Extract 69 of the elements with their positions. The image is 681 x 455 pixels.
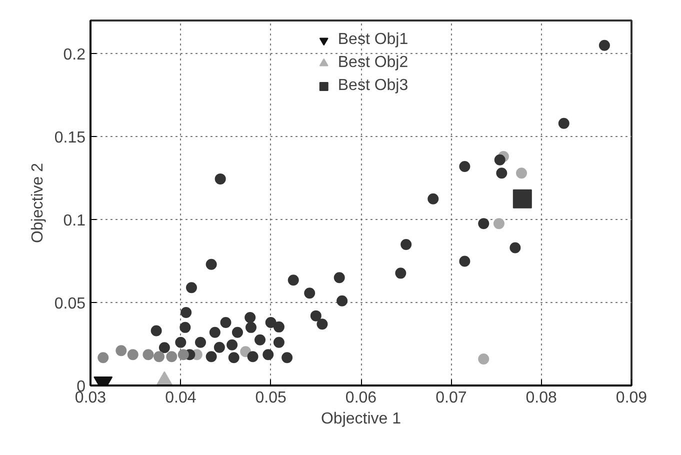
point: [304, 288, 316, 299]
point: [166, 351, 178, 362]
point: [265, 316, 276, 328]
point: [273, 336, 284, 348]
point: [206, 351, 217, 362]
x-tick-label: 0.05: [255, 390, 287, 406]
point: [244, 312, 256, 323]
point: [180, 307, 192, 318]
y-axis-title: Objective 2: [29, 162, 46, 244]
point: [512, 189, 532, 208]
legend-label: Best Obj1: [338, 31, 408, 49]
point: [116, 345, 127, 356]
point: [400, 238, 412, 250]
point: [214, 173, 226, 184]
legend-label: Best Obj2: [338, 54, 408, 72]
point: [195, 336, 206, 348]
x-tick-label: 0.07: [436, 390, 467, 406]
point: [220, 316, 232, 328]
point: [395, 268, 406, 279]
point: [428, 193, 439, 204]
legend-label: Best Obj3: [338, 77, 408, 95]
y-tick-label: 0.05: [54, 296, 86, 313]
point: [226, 339, 238, 350]
x-tick-label: 0.09: [616, 390, 648, 406]
y-tick-label: 0.1: [63, 212, 86, 230]
point: [150, 325, 162, 336]
point: [254, 334, 266, 346]
point: [180, 322, 191, 333]
x-tick-label: 0.06: [345, 390, 377, 406]
point: [209, 326, 220, 338]
point: [175, 336, 186, 348]
point: [516, 168, 527, 179]
point: [478, 353, 490, 364]
point: [558, 118, 570, 129]
point: [214, 342, 225, 353]
point: [510, 242, 521, 254]
point: [98, 352, 109, 364]
point: [232, 326, 243, 338]
point: [158, 342, 170, 354]
x-tick-label: 0.04: [165, 390, 196, 406]
point: [459, 256, 470, 267]
point: [245, 322, 256, 333]
point: [178, 349, 189, 360]
point: [154, 351, 165, 362]
point: [336, 295, 348, 306]
point: [262, 349, 274, 360]
point: [206, 258, 217, 270]
point: [334, 272, 345, 284]
point: [494, 154, 506, 166]
point: [316, 318, 328, 330]
point: [288, 274, 299, 286]
x-axis-title: Objective 1: [320, 410, 402, 428]
point: [478, 218, 490, 230]
point: [240, 346, 252, 358]
point: [142, 349, 154, 360]
y-tick-label: 0.2: [63, 46, 86, 64]
point: [127, 349, 138, 360]
point: [228, 352, 240, 364]
point: [273, 321, 284, 332]
point: [598, 40, 610, 51]
point: [493, 218, 504, 230]
x-tick-label: 0.08: [526, 390, 558, 406]
point: [186, 282, 197, 294]
y-tick-label: 0.15: [54, 130, 86, 147]
point: [310, 310, 322, 322]
point: [282, 352, 293, 364]
point: [496, 168, 508, 179]
point: [247, 351, 258, 362]
point: [459, 161, 470, 172]
